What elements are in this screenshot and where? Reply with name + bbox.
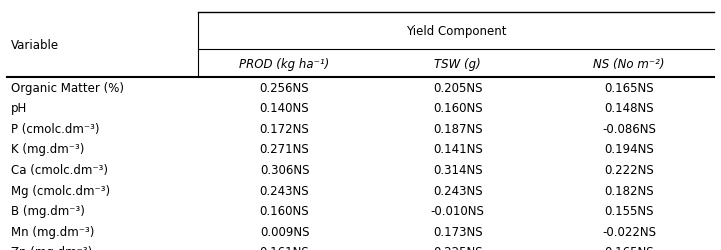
- Text: Zn (mg.dm⁻³): Zn (mg.dm⁻³): [11, 245, 92, 250]
- Text: Mg (cmolc.dm⁻³): Mg (cmolc.dm⁻³): [11, 184, 110, 197]
- Text: 0.306NS: 0.306NS: [260, 163, 309, 176]
- Text: 0.161NS: 0.161NS: [260, 245, 309, 250]
- Text: Mn (mg.dm⁻³): Mn (mg.dm⁻³): [11, 225, 94, 238]
- Text: 0.141NS: 0.141NS: [433, 143, 482, 156]
- Text: K (mg.dm⁻³): K (mg.dm⁻³): [11, 143, 84, 156]
- Text: 0.173NS: 0.173NS: [433, 225, 482, 238]
- Text: pH: pH: [11, 102, 27, 115]
- Text: 0.165NS: 0.165NS: [604, 81, 654, 94]
- Text: 0.243NS: 0.243NS: [433, 184, 482, 197]
- Text: 0.314NS: 0.314NS: [433, 163, 482, 176]
- Text: 0.155NS: 0.155NS: [604, 204, 654, 217]
- Text: 0.172NS: 0.172NS: [260, 122, 309, 135]
- Text: Yield Component: Yield Component: [406, 25, 506, 38]
- Text: 0.165NS: 0.165NS: [604, 245, 654, 250]
- Text: B (mg.dm⁻³): B (mg.dm⁻³): [11, 204, 84, 217]
- Text: P (cmolc.dm⁻³): P (cmolc.dm⁻³): [11, 122, 99, 135]
- Text: 0.205NS: 0.205NS: [433, 81, 482, 94]
- Text: NS (No m⁻²): NS (No m⁻²): [593, 57, 665, 70]
- Text: 0.160NS: 0.160NS: [260, 204, 309, 217]
- Text: -0.010NS: -0.010NS: [430, 204, 485, 217]
- Text: PROD (kg ha⁻¹): PROD (kg ha⁻¹): [239, 57, 329, 70]
- Text: Organic Matter (%): Organic Matter (%): [11, 81, 124, 94]
- Text: Ca (cmolc.dm⁻³): Ca (cmolc.dm⁻³): [11, 163, 108, 176]
- Text: 0.182NS: 0.182NS: [604, 184, 654, 197]
- Text: TSW (g): TSW (g): [434, 57, 481, 70]
- Text: 0.225NS: 0.225NS: [433, 245, 482, 250]
- Text: -0.086NS: -0.086NS: [602, 122, 656, 135]
- Text: 0.187NS: 0.187NS: [433, 122, 482, 135]
- Text: 0.271NS: 0.271NS: [260, 143, 309, 156]
- Text: 0.222NS: 0.222NS: [604, 163, 654, 176]
- Text: 0.256NS: 0.256NS: [260, 81, 309, 94]
- Text: Variable: Variable: [11, 38, 59, 52]
- Text: -0.022NS: -0.022NS: [602, 225, 656, 238]
- Text: 0.243NS: 0.243NS: [260, 184, 309, 197]
- Text: 0.140NS: 0.140NS: [260, 102, 309, 115]
- Text: 0.148NS: 0.148NS: [604, 102, 654, 115]
- Text: 0.009NS: 0.009NS: [260, 225, 309, 238]
- Text: 0.194NS: 0.194NS: [604, 143, 654, 156]
- Text: 0.160NS: 0.160NS: [433, 102, 482, 115]
